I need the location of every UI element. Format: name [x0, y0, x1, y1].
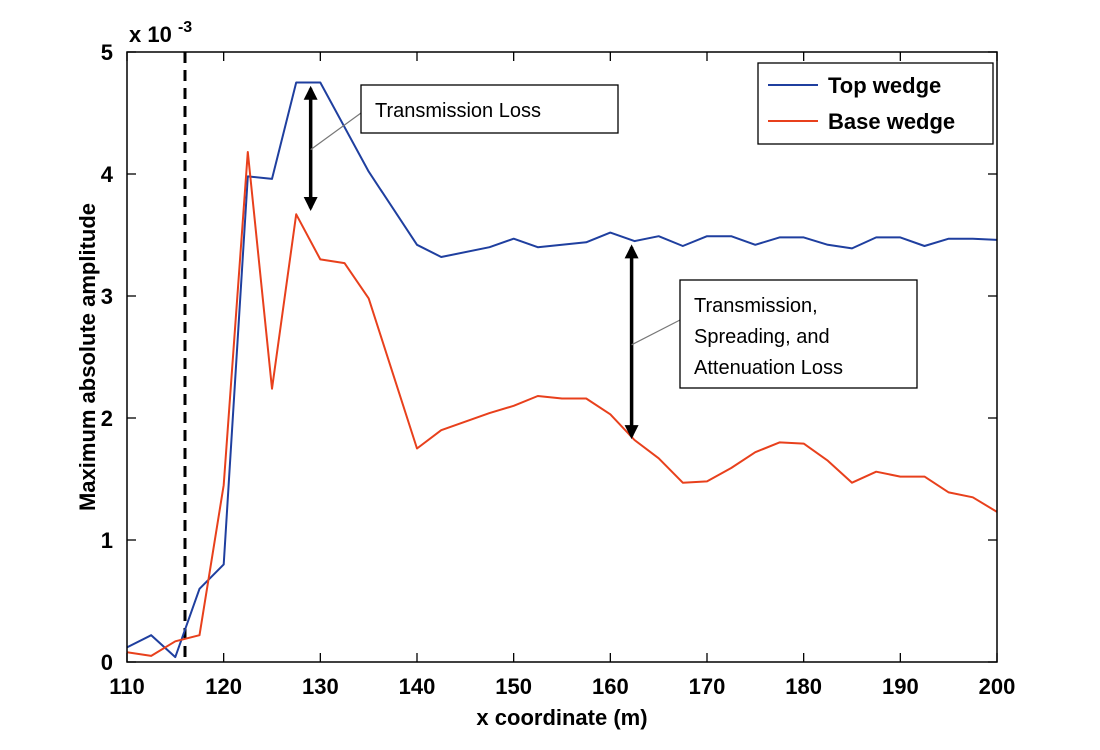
x-axis-label: x coordinate (m)	[476, 705, 647, 730]
annotation-group: Transmission Loss Transmission, Spreading,…	[303, 84, 918, 440]
x-tick-label: 150	[495, 674, 532, 699]
annotation-text: Transmission,	[694, 295, 818, 317]
legend-box	[757, 62, 994, 145]
x-tick-label: 180	[785, 674, 822, 699]
y-tick-label: 3	[101, 284, 113, 309]
annotation-box	[360, 84, 619, 134]
x-tick-label: 140	[399, 674, 436, 699]
y-axis-label: Maximum absolute amplitude	[75, 203, 100, 511]
y-tick-label: 1	[101, 528, 113, 553]
y-tick-label: 4	[101, 162, 114, 187]
x-tick-label: 190	[882, 674, 919, 699]
y-tick-label: 0	[101, 650, 113, 675]
annotation-text: Attenuation Loss	[694, 357, 843, 379]
legend: Top wedge Base wedge	[757, 62, 994, 145]
legend-label: Base wedge	[828, 109, 955, 134]
x-tick-label: 160	[592, 674, 629, 699]
y-multiplier-base: x 10	[129, 22, 172, 47]
plot-frame	[126, 51, 998, 663]
series-line-base-wedge	[126, 151, 998, 657]
x-tick-label: 110	[109, 674, 145, 699]
y-tick-label: 2	[101, 406, 113, 431]
axis-ticks: 110 120 130 140 150 160 170 180 190 200 0 1 2 3 4 5	[101, 40, 1016, 699]
annotation-text: Spreading, and	[694, 326, 830, 348]
annotation-leader-line	[631, 319, 681, 346]
y-tick-label: 5	[101, 40, 113, 65]
x-tick-label: 170	[689, 674, 726, 699]
x-tick-label: 200	[979, 674, 1016, 699]
annotation-text: Transmission Loss	[375, 100, 541, 122]
x-tick-label: 120	[205, 674, 242, 699]
legend-label: Top wedge	[828, 73, 941, 98]
annotation-leader-line	[310, 112, 362, 151]
y-axis-multiplier: x 10 -3	[129, 19, 192, 47]
series-line-top-wedge	[126, 81, 998, 659]
y-multiplier-exponent: -3	[178, 19, 192, 36]
annotation-box	[679, 279, 918, 389]
x-tick-label: 130	[302, 674, 339, 699]
series-group	[126, 81, 998, 659]
